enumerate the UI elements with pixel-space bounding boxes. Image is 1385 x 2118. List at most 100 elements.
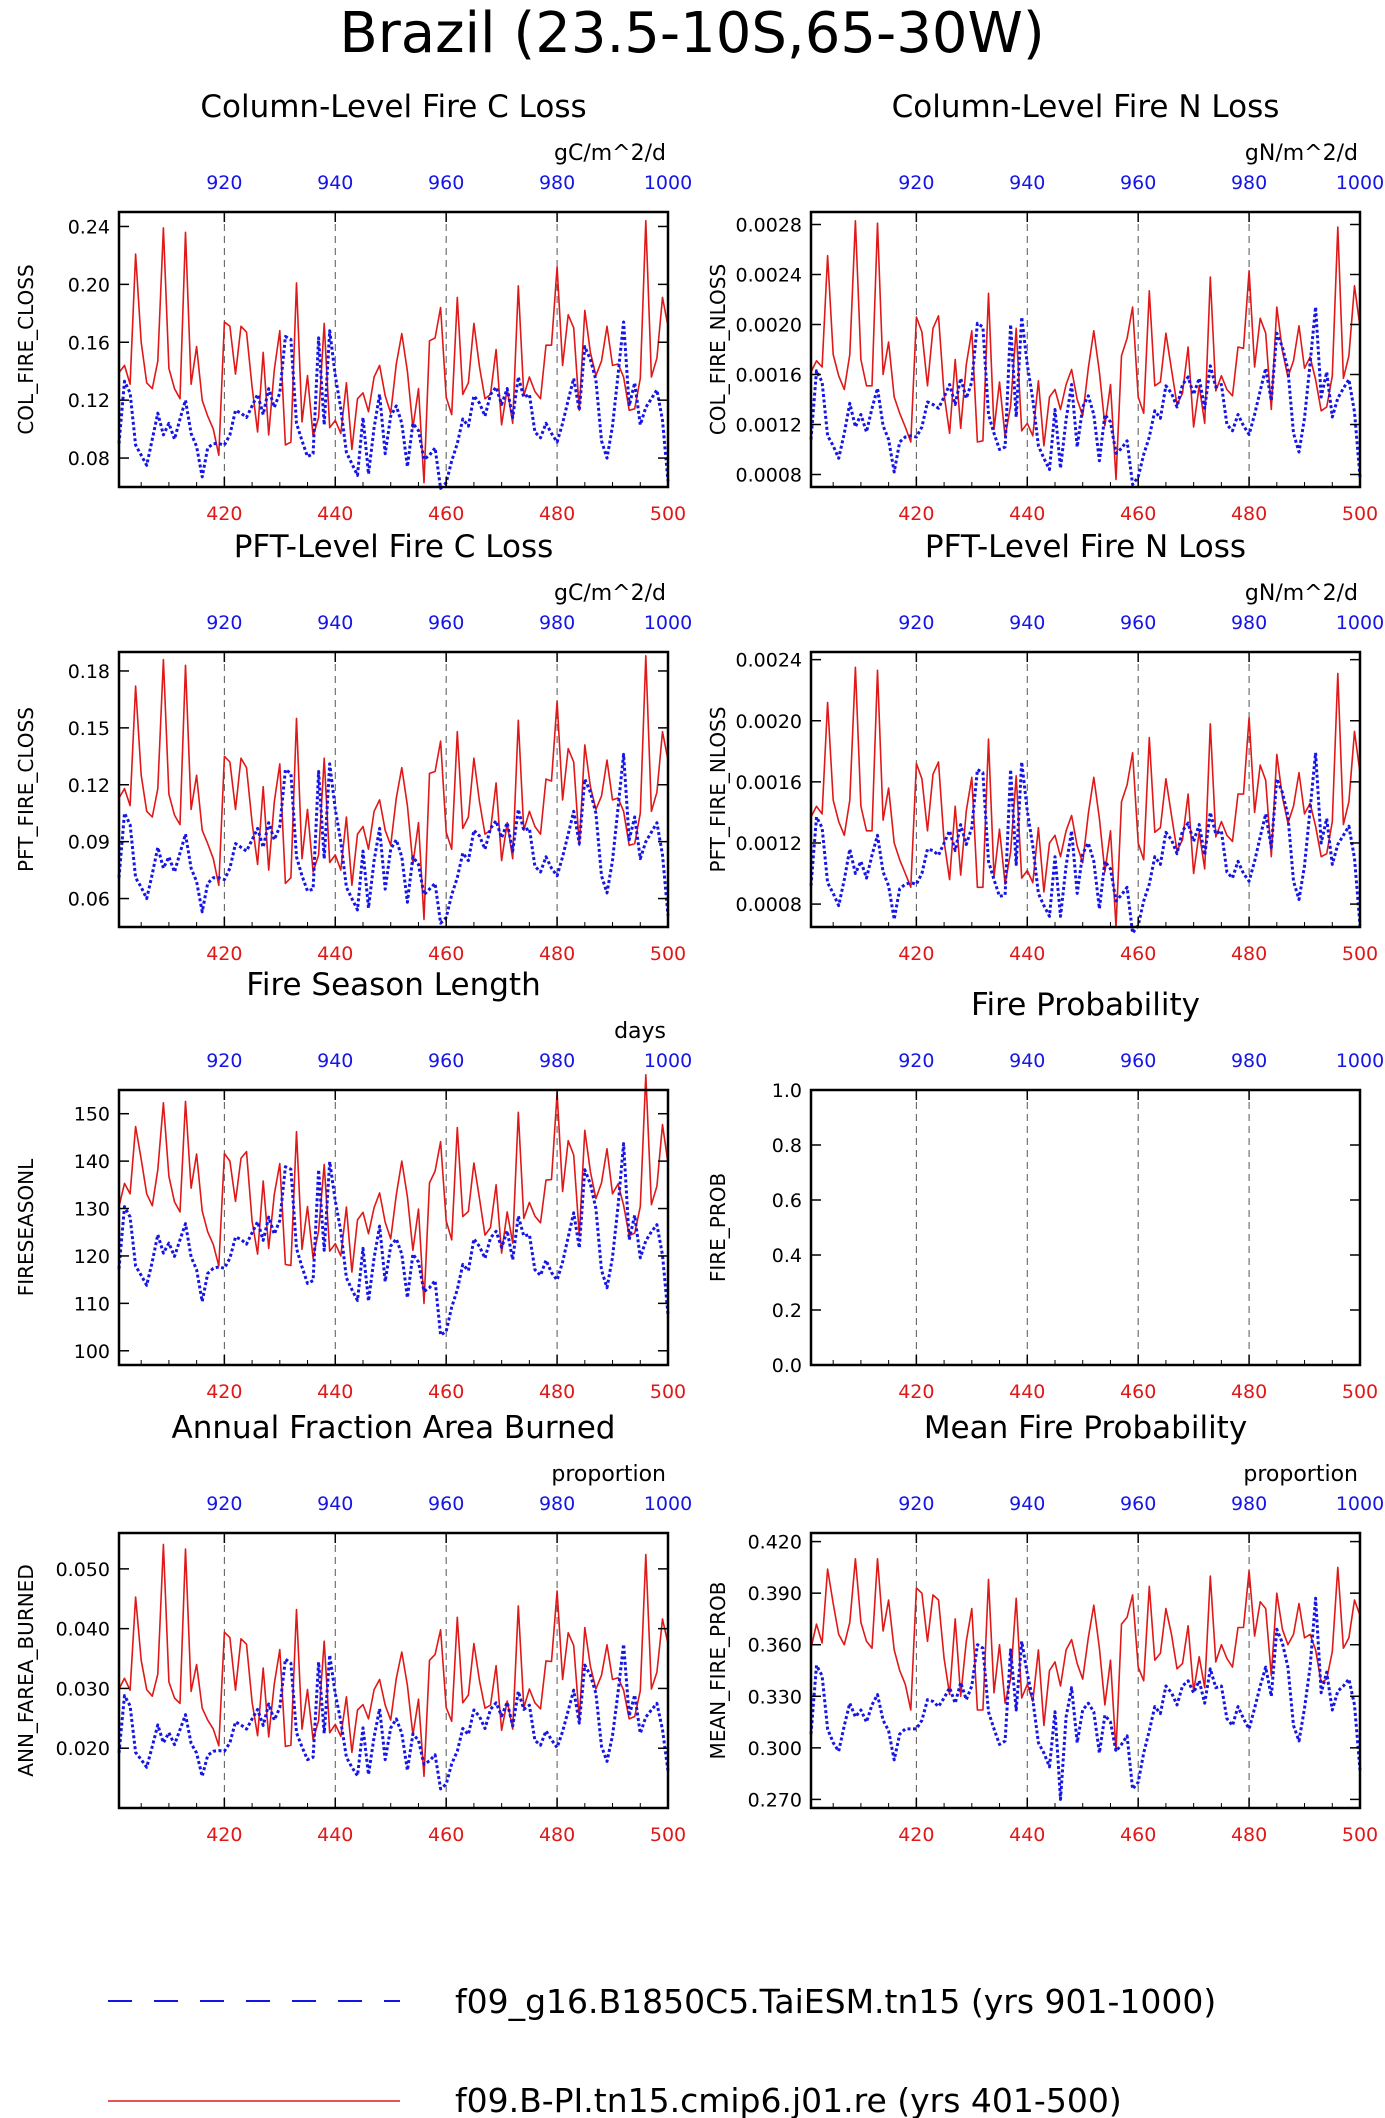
x-tick-label-top: 960 bbox=[428, 1493, 464, 1515]
series-line-taiesm bbox=[117, 1142, 670, 1337]
y-axis-label: COL_FIRE_CLOSS bbox=[14, 264, 38, 434]
x-tick-label-top: 1000 bbox=[1336, 1493, 1384, 1515]
x-tick-label-bottom: 460 bbox=[1120, 1381, 1156, 1403]
x-tick-label-top: 960 bbox=[428, 1050, 464, 1072]
x-tick-label-top: 960 bbox=[1120, 612, 1156, 634]
x-tick-label-top: 920 bbox=[898, 612, 934, 634]
x-tick-label-bottom: 440 bbox=[1009, 503, 1045, 525]
series-line-cmip6 bbox=[118, 1543, 669, 1778]
panel-title: Column-Level Fire N Loss bbox=[892, 89, 1280, 125]
plot-frame bbox=[809, 1088, 1362, 1367]
y-tick-label: 0.0 bbox=[772, 1355, 802, 1377]
units-label: days bbox=[614, 1019, 666, 1044]
x-tick-label-bottom: 420 bbox=[898, 1824, 934, 1846]
y-tick-label: 0.300 bbox=[748, 1738, 802, 1760]
y-axis-label: ANN_FAREA_BURNED bbox=[14, 1564, 38, 1776]
x-tick-label-bottom: 500 bbox=[650, 503, 686, 525]
x-tick-label-bottom: 460 bbox=[1120, 1824, 1156, 1846]
series-line-taiesm bbox=[809, 305, 1362, 486]
x-tick-label-bottom: 440 bbox=[1009, 1824, 1045, 1846]
x-tick-label-top: 1000 bbox=[644, 172, 692, 194]
y-tick-label: 120 bbox=[74, 1246, 110, 1268]
y-tick-label: 0.030 bbox=[56, 1678, 110, 1700]
y-tick-label: 0.420 bbox=[748, 1532, 802, 1554]
y-tick-label: 0.0016 bbox=[736, 365, 802, 387]
x-tick-label-top: 1000 bbox=[1336, 612, 1384, 634]
y-tick-label: 110 bbox=[74, 1293, 110, 1315]
x-tick-label-bottom: 440 bbox=[317, 503, 353, 525]
panel-title: Mean Fire Probability bbox=[924, 1410, 1247, 1446]
x-tick-label-bottom: 440 bbox=[317, 1824, 353, 1846]
x-tick-label-top: 920 bbox=[898, 1050, 934, 1072]
x-tick-label-bottom: 480 bbox=[539, 1824, 575, 1846]
panel-ann-farea-burned: Annual Fraction Area Burned proportion ANN… bbox=[14, 1410, 692, 1846]
y-tick-label: 150 bbox=[74, 1104, 110, 1126]
x-tick-label-top: 980 bbox=[1231, 1050, 1267, 1072]
panel-title: Fire Probability bbox=[971, 987, 1200, 1023]
x-tick-label-top: 940 bbox=[317, 1493, 353, 1515]
x-tick-label-bottom: 480 bbox=[1231, 1381, 1267, 1403]
x-tick-label-bottom: 460 bbox=[428, 943, 464, 965]
y-tick-label: 0.0020 bbox=[736, 315, 802, 337]
y-tick-label: 0.0008 bbox=[736, 894, 802, 916]
x-tick-label-bottom: 480 bbox=[539, 1381, 575, 1403]
series-line-cmip6 bbox=[118, 654, 669, 921]
series-line-cmip6 bbox=[810, 1558, 1361, 1753]
y-axis-label: PFT_FIRE_NLOSS bbox=[706, 707, 730, 873]
x-tick-label-top: 980 bbox=[539, 1050, 575, 1072]
x-tick-label-bottom: 460 bbox=[428, 1824, 464, 1846]
x-tick-label-bottom: 440 bbox=[1009, 943, 1045, 965]
x-tick-label-bottom: 500 bbox=[650, 1381, 686, 1403]
series-line-taiesm bbox=[809, 1596, 1362, 1801]
y-tick-label: 0.15 bbox=[68, 718, 110, 740]
x-tick-label-bottom: 500 bbox=[1342, 1824, 1378, 1846]
y-axis-label: FIRE_PROB bbox=[706, 1173, 730, 1282]
x-tick-label-bottom: 480 bbox=[1231, 943, 1267, 965]
plot-frame bbox=[117, 1088, 670, 1367]
y-tick-label: 0.06 bbox=[68, 889, 110, 911]
y-tick-label: 0.20 bbox=[68, 274, 110, 296]
x-tick-label-bottom: 480 bbox=[1231, 503, 1267, 525]
y-tick-label: 0.270 bbox=[748, 1789, 802, 1811]
x-tick-label-bottom: 480 bbox=[539, 943, 575, 965]
x-tick-label-bottom: 480 bbox=[539, 503, 575, 525]
x-tick-label-top: 940 bbox=[317, 1050, 353, 1072]
y-axis-label: COL_FIRE_NLOSS bbox=[706, 264, 730, 435]
y-tick-label: 0.0024 bbox=[736, 265, 802, 287]
x-tick-label-bottom: 420 bbox=[206, 503, 242, 525]
y-tick-label: 0.050 bbox=[56, 1559, 110, 1581]
y-tick-label: 0.390 bbox=[748, 1583, 802, 1605]
x-tick-label-top: 920 bbox=[206, 1050, 242, 1072]
x-tick-label-top: 920 bbox=[206, 172, 242, 194]
x-tick-label-bottom: 420 bbox=[898, 1381, 934, 1403]
y-tick-label: 0.4 bbox=[772, 1245, 802, 1267]
x-tick-label-bottom: 420 bbox=[898, 503, 934, 525]
y-tick-label: 0.16 bbox=[68, 332, 110, 354]
panel-title: Fire Season Length bbox=[246, 967, 540, 1003]
plot-frame bbox=[809, 210, 1362, 489]
x-tick-label-top: 1000 bbox=[1336, 172, 1384, 194]
units-label: proportion bbox=[1243, 1462, 1358, 1487]
plot-frame bbox=[809, 650, 1362, 929]
panel-col-fire-nloss: Column-Level Fire N Loss gN/m^2/d COL_FIRE… bbox=[706, 89, 1384, 525]
panel-pft-fire-nloss: PFT-Level Fire N Loss gN/m^2/d PFT_FIRE_NL… bbox=[706, 529, 1384, 965]
plot-frame bbox=[117, 650, 670, 929]
x-tick-label-top: 940 bbox=[317, 172, 353, 194]
y-tick-label: 1.0 bbox=[772, 1080, 802, 1102]
x-tick-label-top: 1000 bbox=[644, 612, 692, 634]
y-tick-label: 0.360 bbox=[748, 1635, 802, 1657]
x-tick-label-top: 960 bbox=[428, 612, 464, 634]
x-tick-label-top: 940 bbox=[1009, 1050, 1045, 1072]
y-tick-label: 0.330 bbox=[748, 1686, 802, 1708]
series-line-taiesm bbox=[117, 320, 670, 490]
y-tick-label: 0.8 bbox=[772, 1135, 802, 1157]
x-tick-label-bottom: 420 bbox=[206, 1381, 242, 1403]
legend: f09_g16.B1850C5.TaiESM.tn15 (yrs 901-100… bbox=[108, 1982, 1216, 2118]
series-line-cmip6 bbox=[810, 220, 1361, 481]
x-tick-label-top: 960 bbox=[428, 172, 464, 194]
series-line-taiesm bbox=[117, 1642, 670, 1791]
plot-frame bbox=[117, 210, 670, 489]
x-tick-label-top: 920 bbox=[206, 612, 242, 634]
